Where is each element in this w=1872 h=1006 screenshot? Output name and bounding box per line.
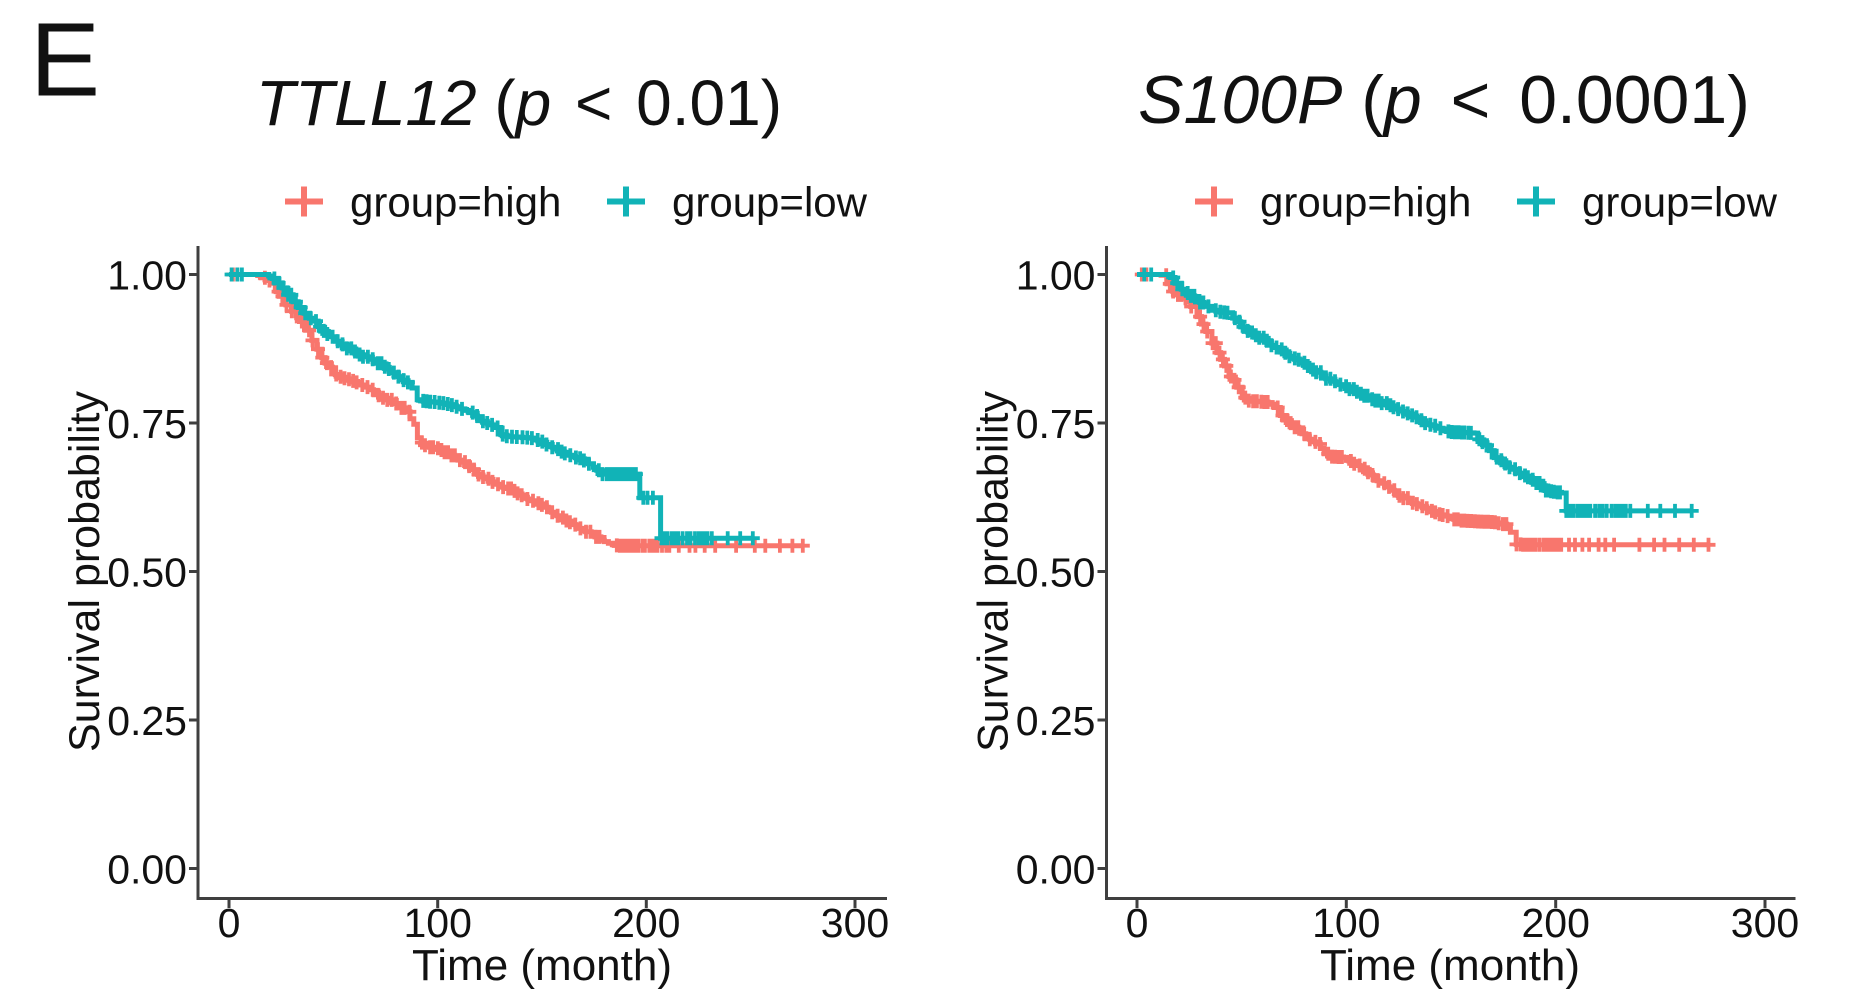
svg-text:0: 0 (218, 900, 241, 946)
svg-text:0.00: 0.00 (1016, 847, 1096, 893)
svg-text:S100P (p < 0.0001): S100P (p < 0.0001) (1138, 62, 1750, 138)
svg-text:group=high: group=high (350, 179, 561, 226)
svg-text:0.75: 0.75 (107, 401, 187, 447)
svg-text:group=low: group=low (1582, 179, 1778, 226)
svg-text:0.50: 0.50 (107, 550, 187, 596)
svg-text:Time (month): Time (month) (412, 941, 672, 990)
svg-text:300: 300 (821, 900, 889, 946)
svg-text:0.25: 0.25 (1016, 698, 1096, 744)
svg-text:100: 100 (1312, 900, 1380, 946)
svg-text:0.50: 0.50 (1016, 550, 1096, 596)
svg-text:0.00: 0.00 (107, 847, 187, 893)
svg-text:1.00: 1.00 (107, 253, 187, 299)
svg-text:group=high: group=high (1260, 179, 1471, 226)
svg-text:0.25: 0.25 (107, 698, 187, 744)
svg-text:300: 300 (1731, 900, 1799, 946)
svg-text:0.75: 0.75 (1016, 401, 1096, 447)
svg-text:Survival probability: Survival probability (61, 391, 109, 752)
svg-text:E: E (30, 2, 100, 119)
svg-text:Survival probability: Survival probability (970, 391, 1018, 752)
svg-text:200: 200 (612, 900, 680, 946)
svg-text:200: 200 (1521, 900, 1589, 946)
svg-text:1.00: 1.00 (1016, 253, 1096, 299)
svg-text:TTLL12 (p < 0.01): TTLL12 (p < 0.01) (256, 67, 782, 139)
svg-text:0: 0 (1126, 900, 1149, 946)
svg-text:100: 100 (403, 900, 471, 946)
svg-text:group=low: group=low (672, 179, 868, 226)
svg-text:Time (month): Time (month) (1320, 941, 1580, 990)
